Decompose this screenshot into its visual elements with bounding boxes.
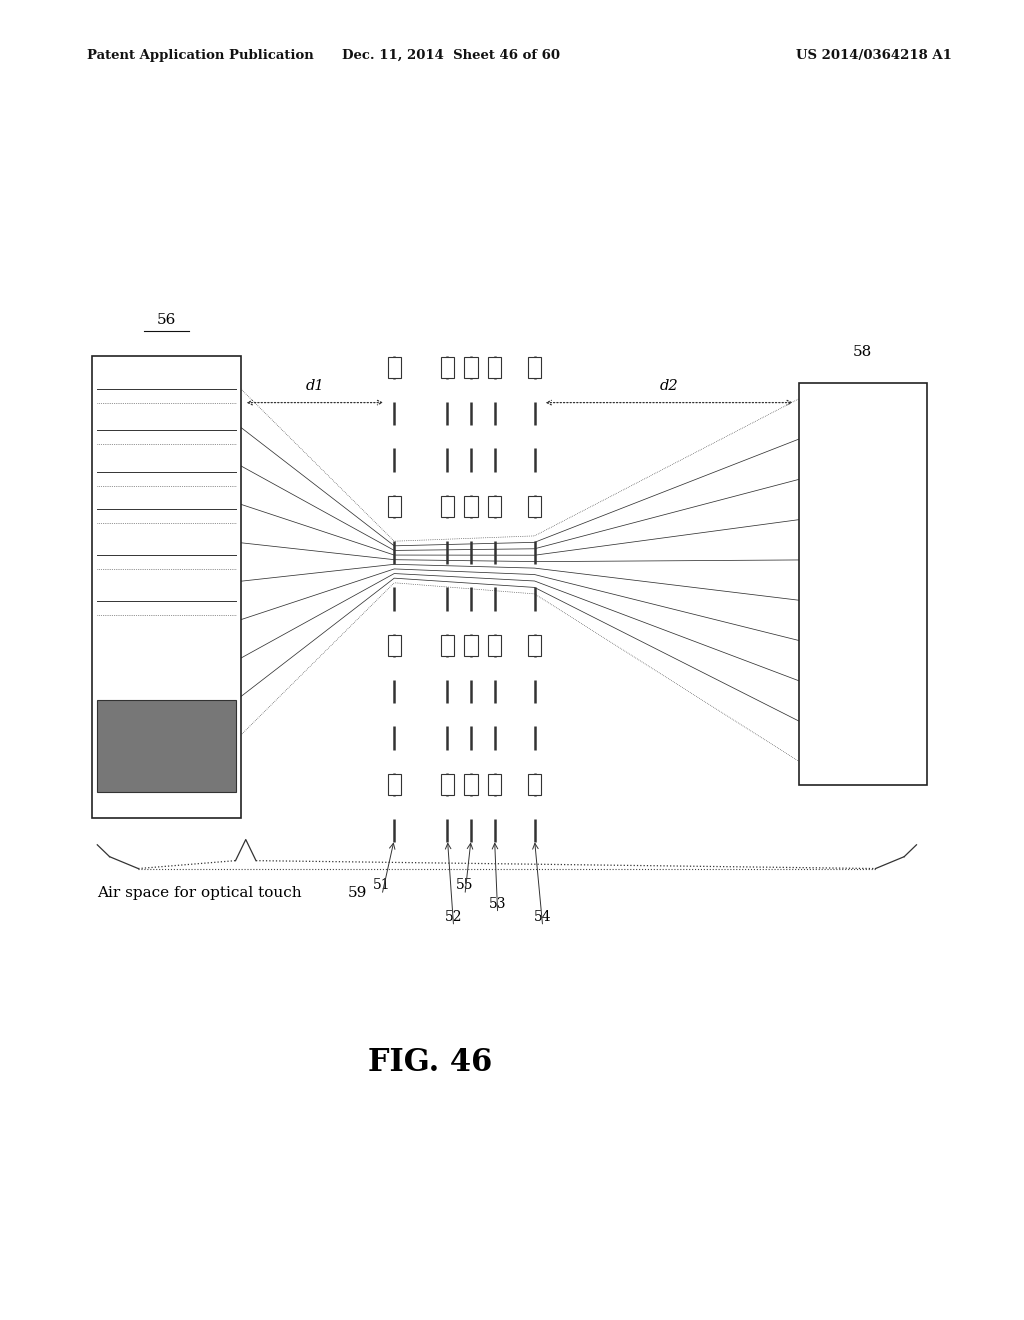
- Bar: [97, 700, 236, 792]
- Text: Dec. 11, 2014  Sheet 46 of 60: Dec. 11, 2014 Sheet 46 of 60: [342, 49, 559, 62]
- Text: Air space for optical touch: Air space for optical touch: [97, 886, 302, 900]
- Text: 59: 59: [348, 886, 368, 900]
- Text: 53: 53: [488, 896, 507, 911]
- Bar: [799, 383, 927, 785]
- Bar: [528, 356, 542, 378]
- Bar: [387, 774, 401, 795]
- Bar: [440, 774, 455, 795]
- Bar: [465, 635, 477, 656]
- Bar: [387, 496, 401, 517]
- Text: Patent Application Publication: Patent Application Publication: [87, 49, 313, 62]
- Text: 54: 54: [534, 909, 552, 924]
- Bar: [465, 774, 477, 795]
- Text: d2: d2: [659, 379, 679, 393]
- Bar: [528, 496, 542, 517]
- Text: d1: d1: [305, 379, 325, 393]
- Bar: [487, 774, 502, 795]
- Bar: [387, 635, 401, 656]
- Bar: [92, 356, 241, 818]
- Text: FIG. 46: FIG. 46: [368, 1047, 493, 1078]
- Text: 58: 58: [853, 345, 872, 359]
- Text: US 2014/0364218 A1: US 2014/0364218 A1: [797, 49, 952, 62]
- Text: 55: 55: [456, 878, 474, 892]
- Bar: [440, 356, 455, 378]
- Bar: [387, 356, 401, 378]
- Bar: [465, 496, 477, 517]
- Bar: [487, 496, 502, 517]
- Bar: [528, 774, 542, 795]
- Text: 56: 56: [157, 313, 176, 327]
- Text: 51: 51: [373, 878, 391, 892]
- Bar: [440, 496, 455, 517]
- Text: 52: 52: [444, 909, 463, 924]
- Bar: [528, 635, 542, 656]
- Bar: [465, 356, 477, 378]
- Bar: [487, 635, 502, 656]
- Bar: [440, 635, 455, 656]
- Bar: [487, 356, 502, 378]
